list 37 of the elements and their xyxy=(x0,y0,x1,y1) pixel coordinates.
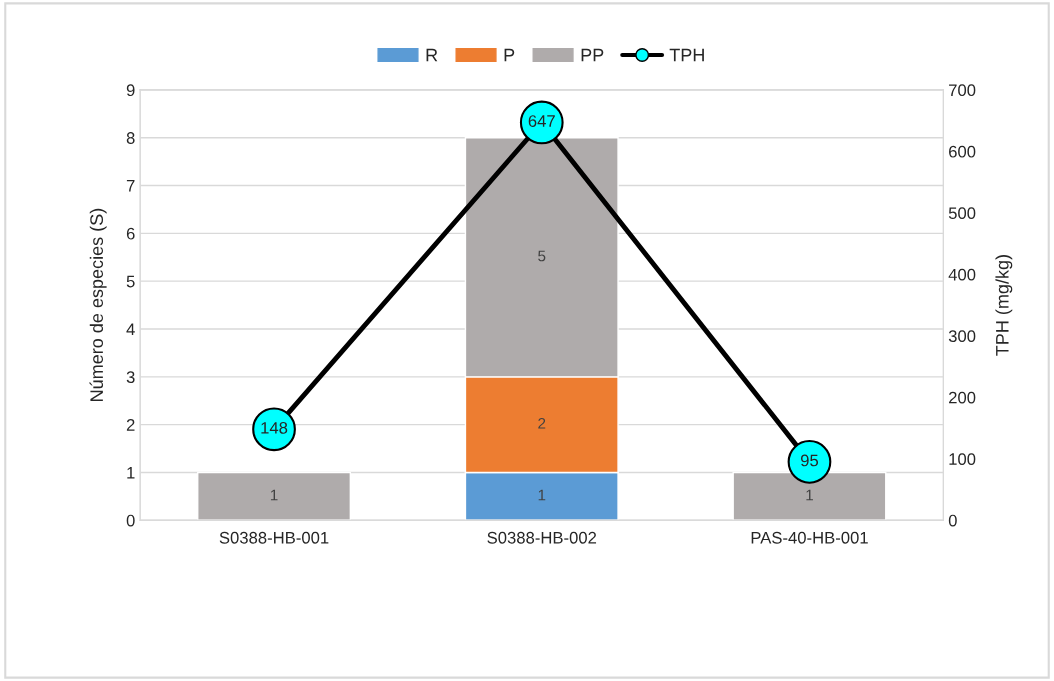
y-tick-label: 9 xyxy=(126,84,135,97)
bar xyxy=(197,471,352,521)
data-label: 2 xyxy=(538,417,546,429)
bar xyxy=(732,471,887,521)
y-tick-label: 7 xyxy=(126,180,135,192)
y-tick-label: 3 xyxy=(126,371,135,384)
legend-label: PP xyxy=(581,48,604,62)
data-label: 1 xyxy=(270,489,278,501)
y2-tick-label: 500 xyxy=(948,207,976,220)
x-tick-label: PAS-40-HB-001 xyxy=(751,531,868,544)
y-tick-label: 2 xyxy=(126,419,135,431)
y2-tick-label: 200 xyxy=(949,391,976,404)
data-label: 5 xyxy=(538,250,546,262)
y2-tick-label: 300 xyxy=(948,330,976,343)
y2-tick-label: 600 xyxy=(949,145,976,158)
y2-tick-label: 400 xyxy=(948,268,976,281)
y-tick-label: 0 xyxy=(126,514,135,527)
x-tick-label: S0388-HB-002 xyxy=(487,531,597,544)
data-label: 95 xyxy=(800,454,819,467)
x-tick-label: S0388-HB-001 xyxy=(219,531,329,544)
y2-tick-label: 100 xyxy=(949,453,976,465)
data-label: 148 xyxy=(261,421,288,434)
y-tick-label: 8 xyxy=(126,132,135,144)
y-tick-label: 6 xyxy=(126,227,135,240)
legend-label: TPH xyxy=(669,48,704,62)
legend-label: P xyxy=(504,48,515,62)
y-axis-title: Número de especies (S) xyxy=(89,208,107,401)
legend-label: R xyxy=(426,48,438,62)
y-tick-label: 1 xyxy=(127,467,135,479)
y2-axis-title: TPH (mg/kg) xyxy=(995,255,1013,356)
data-label: 647 xyxy=(528,115,555,127)
y2-tick-label: 0 xyxy=(948,514,957,527)
y2-tick-label: 700 xyxy=(949,84,976,97)
y-tick-label: 4 xyxy=(126,323,135,336)
data-label: 1 xyxy=(538,489,546,501)
data-label: 1 xyxy=(806,489,813,501)
y-tick-label: 5 xyxy=(126,275,135,288)
